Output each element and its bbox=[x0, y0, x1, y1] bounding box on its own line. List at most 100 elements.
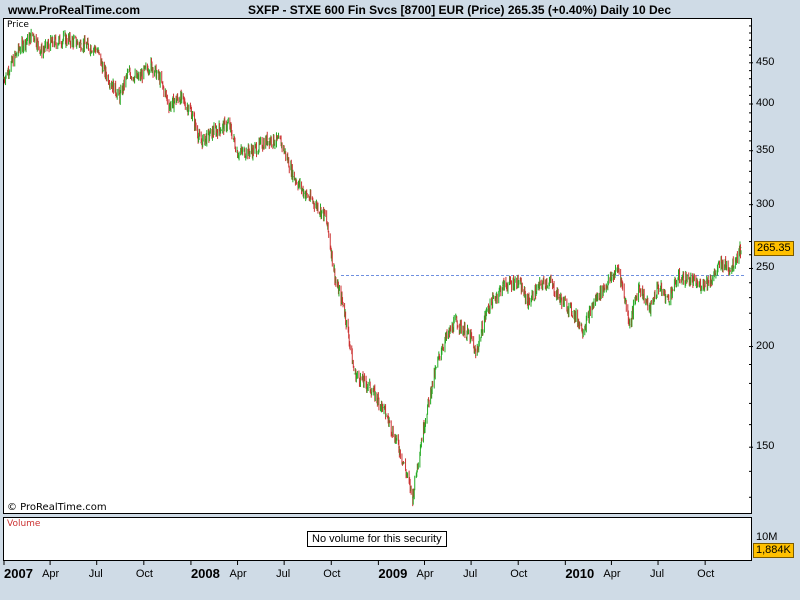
price-point bbox=[119, 96, 121, 98]
price-point bbox=[502, 285, 504, 287]
price-point bbox=[730, 267, 732, 270]
price-point bbox=[200, 142, 202, 144]
price-point bbox=[335, 282, 337, 284]
price-point bbox=[667, 298, 669, 300]
y-tick-label: 250 bbox=[756, 261, 775, 274]
price-point bbox=[540, 283, 542, 285]
price-point bbox=[638, 285, 640, 287]
price-point bbox=[3, 78, 5, 80]
price-point bbox=[213, 130, 215, 132]
price-point bbox=[398, 446, 400, 448]
price-point bbox=[268, 138, 270, 140]
price-point bbox=[325, 215, 327, 218]
price-point bbox=[342, 304, 345, 306]
x-tick-label: Jul bbox=[650, 568, 665, 580]
price-point bbox=[190, 110, 192, 112]
x-tick-label: Apr bbox=[42, 568, 60, 580]
x-tick-label: 2008 bbox=[190, 566, 220, 581]
price-point bbox=[96, 48, 98, 50]
x-tick-label: Apr bbox=[229, 568, 247, 580]
price-point bbox=[420, 441, 422, 444]
price-point bbox=[127, 71, 130, 73]
copyright-text: © ProRealTime.com bbox=[7, 502, 107, 513]
price-point bbox=[475, 354, 477, 357]
price-point bbox=[137, 78, 139, 80]
volume-panel-label: Volume bbox=[7, 519, 41, 529]
price-point bbox=[369, 386, 371, 388]
chart-title: SXFP - STXE 600 Fin Svcs [8700] EUR (Pri… bbox=[248, 3, 671, 17]
volume-value-badge: 1,884K bbox=[753, 543, 794, 558]
x-tick-label: Apr bbox=[603, 568, 621, 580]
price-point bbox=[315, 204, 317, 206]
price-point bbox=[293, 176, 295, 178]
price-point bbox=[412, 496, 414, 498]
price-point bbox=[629, 323, 631, 326]
price-point bbox=[441, 345, 443, 348]
price-panel-label: Price bbox=[7, 20, 29, 30]
price-point bbox=[582, 328, 584, 331]
y-tick-label: 300 bbox=[756, 197, 775, 210]
y-tick-label: 200 bbox=[756, 339, 775, 352]
price-point bbox=[179, 96, 181, 98]
x-tick-label: Jul bbox=[276, 568, 291, 580]
price-point bbox=[40, 50, 42, 52]
price-point bbox=[455, 320, 457, 322]
price-point bbox=[252, 150, 254, 152]
price-point bbox=[49, 43, 51, 45]
x-tick-label: Oct bbox=[323, 568, 341, 580]
price-point bbox=[649, 309, 651, 311]
price-point bbox=[607, 282, 609, 284]
chart-header: www.ProRealTime.com SXFP - STXE 600 Fin … bbox=[0, 0, 800, 18]
price-point bbox=[594, 298, 597, 300]
price-point bbox=[527, 301, 529, 303]
price-point bbox=[698, 285, 701, 287]
price-point bbox=[19, 46, 21, 49]
price-point bbox=[571, 311, 574, 313]
price-panel[interactable] bbox=[3, 18, 752, 514]
price-point bbox=[80, 43, 82, 45]
price-point bbox=[150, 63, 152, 65]
price-point bbox=[617, 267, 620, 270]
last-price-badge: 265.35 bbox=[754, 240, 794, 256]
price-point bbox=[711, 277, 713, 280]
price-point bbox=[159, 78, 161, 80]
price-point bbox=[720, 262, 722, 264]
price-point bbox=[657, 285, 659, 287]
price-point bbox=[470, 337, 472, 339]
price-point bbox=[486, 309, 488, 311]
price-point bbox=[236, 152, 239, 154]
price-point bbox=[548, 280, 551, 282]
price-point bbox=[558, 297, 560, 299]
y-tick-label: 400 bbox=[756, 97, 775, 109]
price-point bbox=[280, 142, 282, 144]
x-tick-label: Apr bbox=[416, 568, 434, 580]
x-tick-label: Jul bbox=[88, 568, 103, 580]
price-point bbox=[689, 279, 691, 281]
volume-scale-label: 10M bbox=[756, 531, 778, 543]
no-volume-message: No volume for this security bbox=[307, 531, 447, 547]
x-tick-label: Jul bbox=[463, 568, 478, 580]
x-tick-label: 2009 bbox=[378, 566, 408, 581]
y-tick-label: 350 bbox=[756, 143, 775, 156]
x-tick-label: 2007 bbox=[4, 566, 33, 581]
x-tick-label: Oct bbox=[135, 568, 153, 580]
price-point bbox=[382, 406, 384, 409]
price-point bbox=[228, 123, 230, 125]
price-point bbox=[304, 192, 306, 194]
price-point bbox=[103, 70, 105, 72]
price-point bbox=[64, 38, 67, 40]
price-point bbox=[353, 373, 355, 375]
x-tick-label: Oct bbox=[510, 568, 528, 580]
site-name[interactable]: www.ProRealTime.com bbox=[8, 3, 141, 17]
y-tick-label: 150 bbox=[756, 440, 775, 453]
price-point bbox=[517, 280, 519, 282]
price-point bbox=[168, 105, 171, 107]
price-point bbox=[32, 33, 34, 36]
x-tick-label: Oct bbox=[697, 568, 715, 580]
price-point bbox=[740, 247, 742, 249]
price-point bbox=[677, 276, 680, 278]
y-tick-label: 450 bbox=[756, 55, 775, 68]
x-tick-label: 2010 bbox=[565, 566, 595, 581]
price-point bbox=[431, 386, 433, 388]
